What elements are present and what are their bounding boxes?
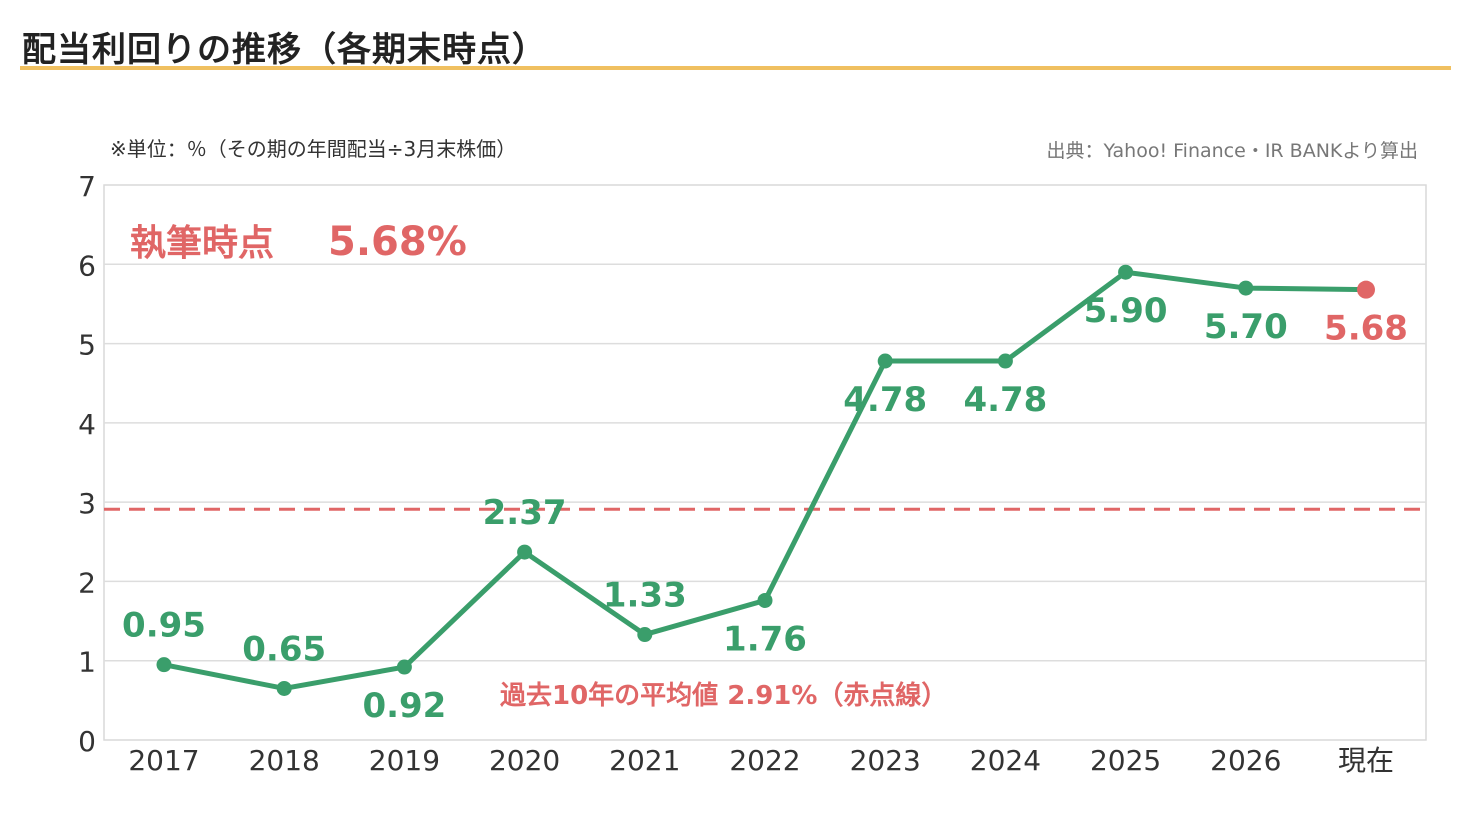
plot-area (103, 184, 1427, 741)
data-point (517, 544, 533, 560)
x-tick-label: 2026 (1210, 744, 1281, 777)
data-labels: 0.95 0.65 0.92 2.37 1.33 1.76 4.78 4.78 5.90 5.70… (122, 291, 1408, 726)
x-tick-label: 2021 (609, 744, 680, 777)
x-tick-label: 2019 (369, 744, 440, 777)
data-label: 0.95 (122, 606, 206, 646)
data-label: 5.90 (1084, 291, 1168, 331)
data-label: 4.78 (843, 380, 927, 420)
data-point (276, 680, 292, 696)
data-point (156, 657, 172, 673)
y-tick-label: 6 (78, 249, 96, 282)
x-tick-label: 2023 (850, 744, 921, 777)
data-label: 5.70 (1204, 307, 1288, 347)
data-points (156, 264, 1375, 696)
x-tick-label: 2017 (128, 744, 199, 777)
data-point (637, 627, 653, 643)
grid-lines (104, 263, 1426, 662)
y-tick-label: 1 (78, 646, 96, 679)
y-tick-label: 7 (78, 170, 96, 203)
x-axis-ticks: 2017 2018 2019 2020 2021 2022 2023 2024 2025 2026… (128, 744, 1394, 777)
data-label: 2.37 (483, 493, 567, 533)
data-label: 0.65 (242, 629, 326, 669)
current-callout-value: 5.68% (328, 219, 467, 265)
data-label: 1.76 (723, 619, 807, 659)
title-underline (20, 66, 1451, 70)
data-point (396, 659, 412, 675)
current-callout-label: 執筆時点 (130, 223, 274, 264)
x-tick-label: 2024 (970, 744, 1041, 777)
data-point (997, 353, 1013, 369)
y-tick-label: 5 (78, 329, 96, 362)
data-label: 5.68 (1324, 309, 1408, 349)
data-label: 0.92 (362, 686, 446, 726)
y-tick-label: 3 (78, 487, 96, 520)
x-tick-label: 2020 (489, 744, 560, 777)
x-tick-label: 2022 (729, 744, 800, 777)
data-point (1238, 280, 1254, 296)
y-tick-label: 4 (78, 408, 96, 441)
current-point (1357, 280, 1375, 299)
source-note: 出典：Yahoo! Finance・IR BANKより算出 (1047, 140, 1418, 162)
x-tick-label: 2018 (249, 744, 320, 777)
data-point (877, 353, 893, 369)
y-tick-label: 2 (78, 566, 96, 599)
y-axis-ticks: 0 1 2 3 4 5 6 7 (78, 170, 96, 758)
y-tick-label: 0 (78, 725, 96, 758)
data-label: 1.33 (603, 576, 687, 616)
average-line-label: 過去10年の平均値 2.91%（赤点線） (500, 680, 947, 711)
data-label: 4.78 (963, 380, 1047, 420)
x-tick-label: 現在 (1338, 744, 1394, 777)
data-point (757, 592, 773, 608)
data-point (1118, 264, 1134, 280)
x-tick-label: 2025 (1090, 744, 1161, 777)
unit-note: ※単位：％（その期の年間配当÷3月末株価） (110, 137, 516, 161)
page-title: 配当利回りの推移（各期末時点） (22, 30, 547, 70)
